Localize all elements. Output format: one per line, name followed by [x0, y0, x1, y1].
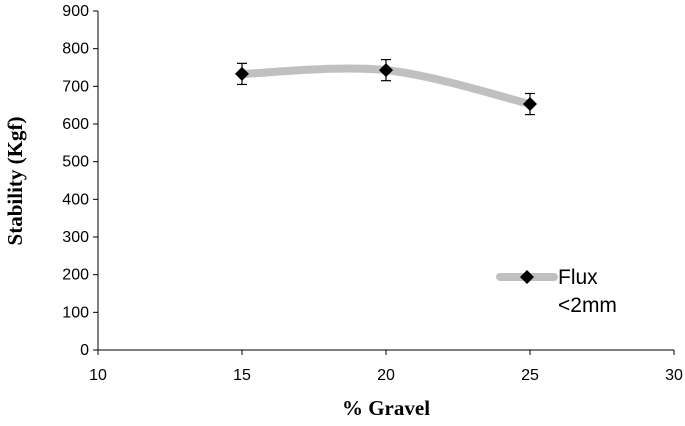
data-point-marker — [379, 63, 393, 78]
x-tick-label: 25 — [521, 367, 539, 384]
x-tick-label: 15 — [233, 367, 251, 384]
y-tick-label: 800 — [62, 41, 89, 58]
y-tick-label: 100 — [62, 304, 89, 321]
x-ticks: 10 15 20 25 30 — [89, 350, 683, 384]
data-point-marker — [523, 97, 537, 112]
legend-label: Flux <2mm — [558, 266, 617, 317]
legend-marker — [520, 270, 534, 284]
data-point-marker — [235, 66, 249, 81]
y-tick-label: 600 — [62, 116, 89, 133]
x-axis: 10 15 20 25 30 — [89, 349, 683, 384]
legend: Flux <2mm — [496, 266, 617, 317]
y-tick-label: 500 — [62, 154, 89, 171]
y-tick-label: 400 — [62, 191, 89, 208]
y-tick-label: 300 — [62, 229, 89, 246]
y-tick-label: 0 — [80, 342, 89, 359]
x-tick-label: 20 — [377, 367, 395, 384]
y-tick-label: 900 — [62, 3, 89, 20]
y-tick-label: 700 — [62, 78, 89, 95]
x-tick-label: 10 — [89, 367, 107, 384]
y-tick-label: 200 — [62, 267, 89, 284]
y-axis: 0 100 200 300 400 500 600 700 800 900 — [62, 3, 99, 359]
x-tick-label: 30 — [665, 367, 683, 384]
x-axis-title: % Gravel — [342, 396, 430, 420]
y-ticks: 0 100 200 300 400 500 600 700 800 900 — [62, 3, 98, 359]
y-axis-title: Stability (Kgf) — [3, 117, 27, 246]
series-group — [235, 58, 537, 116]
